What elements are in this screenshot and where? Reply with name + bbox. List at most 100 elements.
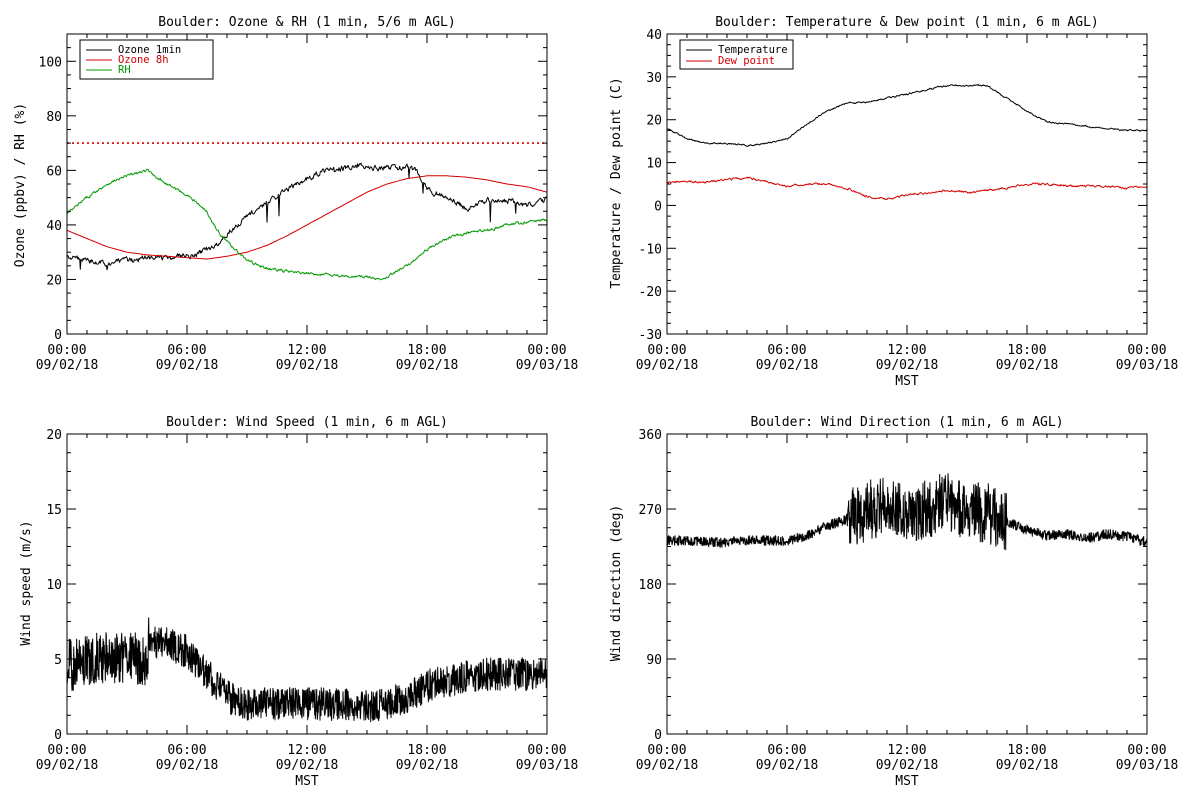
wind-direction-ytick-label: 0 (654, 728, 662, 743)
rh-legend-label: RH (118, 64, 131, 76)
ozone-rh-xtick-time-label: 06:00 (167, 343, 206, 358)
wind-direction-panel: Boulder: Wind Direction (1 min, 6 m AGL)… (609, 415, 1178, 789)
temperature-dewpoint-panel: Boulder: Temperature & Dew point (1 min,… (609, 15, 1178, 389)
ozone-rh-ytick-label: 100 (39, 55, 62, 70)
ozone-1min-legend-label: Ozone 1min (118, 44, 181, 56)
ozone-rh-title: Boulder: Ozone & RH (1 min, 5/6 m AGL) (158, 15, 455, 30)
wind-direction-ytick-label: 180 (639, 578, 662, 593)
temperature-dewpoint-xtick-time-label: 12:00 (887, 343, 926, 358)
ozone-rh-ozone-1min-line (66, 162, 548, 271)
temperature-dewpoint-ytick-label: 30 (646, 71, 662, 86)
wind-speed-series-0-line (66, 617, 548, 723)
temperature-dewpoint-xlabel: MST (895, 374, 919, 389)
temperature-dewpoint-xtick-date-label: 09/02/18 (636, 358, 699, 373)
wind-speed-xtick-time-label: 12:00 (287, 743, 326, 758)
wind-direction-xtick-date-label: 09/02/18 (756, 758, 819, 773)
wind-direction-title: Boulder: Wind Direction (1 min, 6 m AGL) (750, 415, 1063, 430)
temperature-dewpoint-ytick-label: 10 (646, 157, 662, 172)
wind-speed-xtick-time-label: 18:00 (407, 743, 446, 758)
temperature-dewpoint-axes: -30-20-1001020304000:0009/02/1806:0009/0… (636, 28, 1179, 373)
dewpoint-legend-label: Dew point (718, 55, 775, 67)
temperature-dewpoint-ytick-label: -10 (639, 242, 662, 257)
temperature-dewpoint-xtick-time-label: 06:00 (767, 343, 806, 358)
wind-speed-xtick-date-label: 09/02/18 (36, 758, 99, 773)
temperature-dewpoint-ytick-label: 20 (646, 114, 662, 129)
wind-speed-ytick-label: 15 (46, 503, 62, 518)
temperature-dewpoint-ytick-label: 40 (646, 28, 662, 43)
ozone-rh-ylabel: Ozone (ppbv) / RH (%) (13, 103, 28, 267)
temperature-dewpoint-ytick-label: 0 (654, 199, 662, 214)
ozone-rh-xtick-date-label: 09/02/18 (276, 358, 339, 373)
wind-speed-xtick-date-label: 09/02/18 (396, 758, 459, 773)
ozone-rh-rh-line (66, 168, 548, 281)
wind-direction-ylabel: Wind direction (deg) (609, 505, 624, 662)
wind-speed-xtick-time-label: 00:00 (527, 743, 566, 758)
temperature-dewpoint-xtick-date-label: 09/02/18 (756, 358, 819, 373)
ozone-rh-xtick-date-label: 09/02/18 (36, 358, 99, 373)
ozone-rh-ytick-label: 20 (46, 273, 62, 288)
temperature-dewpoint-xtick-time-label: 00:00 (647, 343, 686, 358)
ozone-8h-legend-label: Ozone 8h (118, 54, 169, 66)
wind-direction-xtick-date-label: 09/03/18 (1116, 758, 1179, 773)
wind-speed-xtick-time-label: 06:00 (167, 743, 206, 758)
ozone-rh-ytick-label: 80 (46, 110, 62, 125)
wind-direction-xtick-date-label: 09/02/18 (996, 758, 1059, 773)
wind-direction-xtick-date-label: 09/02/18 (636, 758, 699, 773)
wind-direction-series (666, 473, 1148, 551)
temperature-dewpoint-ytick-label: -30 (639, 328, 662, 343)
wind-direction-ytick-label: 90 (646, 653, 662, 668)
wind-speed-ytick-label: 10 (46, 578, 62, 593)
temperature-dewpoint-xtick-time-label: 00:00 (1127, 343, 1166, 358)
ozone-rh-legend: Ozone 1min Ozone 8h RH (79, 39, 214, 80)
temperature-dewpoint-title: Boulder: Temperature & Dew point (1 min,… (715, 15, 1099, 30)
ozone-rh-xtick-date-label: 09/02/18 (396, 358, 459, 373)
wind-direction-xtick-time-label: 00:00 (647, 743, 686, 758)
temperature-dewpoint-ytick-label: -20 (639, 285, 662, 300)
wind-direction-xtick-time-label: 06:00 (767, 743, 806, 758)
temperature-dewpoint-xtick-date-label: 09/03/18 (1116, 358, 1179, 373)
wind-speed-title: Boulder: Wind Speed (1 min, 6 m AGL) (166, 415, 448, 430)
wind-direction-ytick-label: 270 (639, 503, 662, 518)
ozone-rh-xtick-time-label: 18:00 (407, 343, 446, 358)
ozone-rh-xtick-date-label: 09/02/18 (156, 358, 219, 373)
wind-direction-series-0-line (666, 473, 1148, 551)
wind-speed-xlabel: MST (295, 774, 319, 789)
wind-speed-series (66, 617, 548, 723)
wind-speed-ylabel: Wind speed (m/s) (19, 520, 34, 645)
ozone-rh-axes: 02040608010000:0009/02/1806:0009/02/1812… (36, 34, 578, 373)
wind-speed-panel: Boulder: Wind Speed (1 min, 6 m AGL) 0 5 1… (19, 415, 578, 789)
temperature-dewpoint-temperature-line (666, 84, 1148, 147)
ozone-rh-xtick-time-label: 12:00 (287, 343, 326, 358)
temperature-dewpoint-dew-point-line (667, 176, 1148, 201)
temperature-dewpoint-legend: Temperature Dew point (679, 39, 794, 70)
wind-speed-axes: 0510152000:0009/02/1806:0009/02/1812:000… (36, 428, 579, 773)
wind-direction-xlabel: MST (895, 774, 919, 789)
temperature-legend-label: Temperature (718, 44, 788, 56)
ozone-rh-ytick-label: 60 (46, 164, 62, 179)
ozone-rh-ozone-8h-line (66, 175, 548, 260)
wind-direction-axes: 09018027036000:0009/02/1806:0009/02/1812… (636, 428, 1179, 773)
wind-direction-xtick-date-label: 09/02/18 (876, 758, 939, 773)
wind-direction-ytick-label: 360 (639, 428, 662, 443)
wind-speed-xtick-date-label: 09/02/18 (156, 758, 219, 773)
wind-direction-xtick-time-label: 18:00 (1007, 743, 1046, 758)
temperature-dewpoint-ylabel: Temperature / Dew point (C) (609, 77, 624, 288)
ozone-rh-series (66, 142, 548, 281)
temperature-dewpoint-xtick-date-label: 09/02/18 (996, 358, 1059, 373)
wind-speed-xtick-time-label: 00:00 (47, 743, 86, 758)
temperature-dewpoint-series (666, 84, 1148, 201)
temperature-dewpoint-xtick-date-label: 09/02/18 (876, 358, 939, 373)
ozone-rh-ytick-label: 40 (46, 219, 62, 234)
ozone-rh-panel: Boulder: Ozone & RH (1 min, 5/6 m AGL) 0… (13, 15, 578, 373)
wind-speed-xtick-date-label: 09/02/18 (276, 758, 339, 773)
wind-speed-ytick-label: 0 (54, 728, 62, 743)
ozone-rh-ytick-label: 0 (54, 328, 62, 343)
temperature-dewpoint-xtick-time-label: 18:00 (1007, 343, 1046, 358)
wind-speed-ytick-label: 5 (54, 653, 62, 668)
temperature-dewpoint-legend-box (679, 39, 794, 70)
wind-direction-xtick-time-label: 12:00 (887, 743, 926, 758)
ozone-rh-xtick-time-label: 00:00 (527, 343, 566, 358)
wind-speed-xtick-date-label: 09/03/18 (516, 758, 579, 773)
